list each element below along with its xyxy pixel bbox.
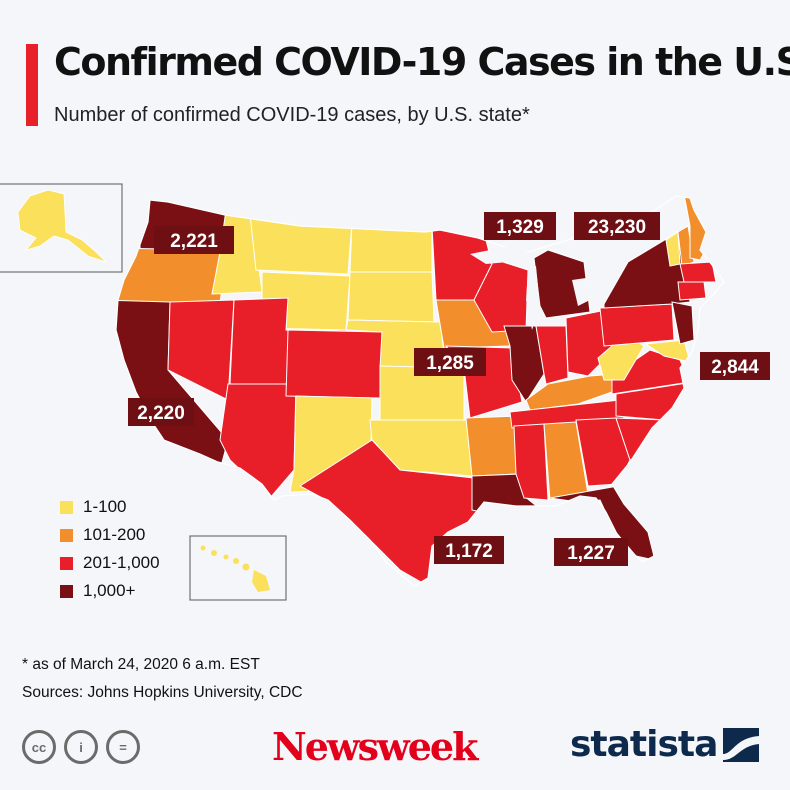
legend-swatch	[60, 528, 73, 542]
callout-box	[484, 212, 556, 240]
state-indiana	[535, 325, 569, 385]
statista-logo: statista	[570, 724, 760, 765]
callout-new-york: 23,230	[574, 212, 660, 240]
callout-value: 23,230	[588, 217, 646, 238]
callout-louisiana: 1,172	[434, 536, 504, 564]
lake-huron	[572, 278, 590, 306]
state-mississippi	[513, 423, 549, 501]
attribution-icon: i	[64, 730, 98, 764]
state-south-dakota	[347, 271, 435, 323]
callout-box	[554, 538, 628, 566]
statista-mark-icon	[723, 727, 760, 762]
statista-wordmark: statista	[570, 724, 718, 765]
callout-box	[574, 212, 660, 240]
legend-swatch	[60, 584, 73, 598]
accent-bar	[26, 44, 38, 126]
legend-swatch	[60, 500, 73, 514]
state-pennsylvania	[599, 303, 675, 347]
state-oregon	[116, 247, 227, 305]
state-colorado	[285, 329, 383, 399]
newsweek-logo: Newsweek	[272, 724, 478, 769]
callout-box	[414, 348, 486, 376]
callout-washington: 2,221	[154, 226, 234, 254]
callout-box	[700, 352, 770, 380]
legend-label: 1,000+	[83, 581, 136, 600]
chart-subtitle: Number of confirmed COVID-19 cases, by U…	[54, 104, 530, 126]
legend-item: 201-1,000	[60, 549, 160, 577]
cc-icon: cc	[22, 730, 56, 764]
license-icons: cc i =	[22, 730, 140, 764]
callout-florida: 1,227	[554, 538, 628, 566]
hawaii-inset	[189, 535, 287, 601]
callout-value: 2,220	[137, 403, 185, 424]
callout-value: 2,844	[711, 357, 759, 378]
legend-item: 1-100	[60, 493, 160, 521]
state-new-jersey	[671, 301, 695, 345]
lake-superior	[470, 246, 528, 264]
no-derivatives-icon: =	[106, 730, 140, 764]
legend-item: 1,000+	[60, 577, 160, 605]
callout-new-jersey: 2,844	[700, 352, 770, 380]
state-massachusetts	[679, 261, 717, 283]
legend-item: 101-200	[60, 521, 160, 549]
lake-michigan	[526, 266, 540, 330]
legend-label: 101-200	[83, 525, 146, 544]
footnote: * as of March 24, 2020 6 a.m. EST	[22, 656, 260, 673]
callout-value: 1,285	[426, 353, 474, 374]
callout-value: 1,227	[567, 543, 615, 564]
sources: Sources: Johns Hopkins University, CDC	[22, 684, 303, 701]
callout-value: 1,329	[496, 217, 544, 238]
legend: 1-100 101-200 201-1,000 1,000+	[60, 493, 160, 605]
callout-michigan: 1,329	[484, 212, 556, 240]
callout-california: 2,220	[128, 398, 194, 426]
callout-box	[434, 536, 504, 564]
callout-box	[154, 226, 234, 254]
legend-label: 201-1,000	[83, 553, 160, 572]
chart-title: Confirmed COVID-19 Cases in the U.S.	[54, 40, 790, 84]
state-connecticut	[677, 281, 707, 301]
callout-value: 2,221	[170, 231, 218, 252]
legend-label: 1-100	[83, 497, 127, 516]
legend-swatch	[60, 556, 73, 570]
state-oklahoma	[369, 419, 473, 477]
alaska-inset	[0, 183, 123, 273]
callout-box	[128, 398, 194, 426]
callout-illinois: 1,285	[414, 348, 486, 376]
callout-value: 1,172	[445, 541, 493, 562]
